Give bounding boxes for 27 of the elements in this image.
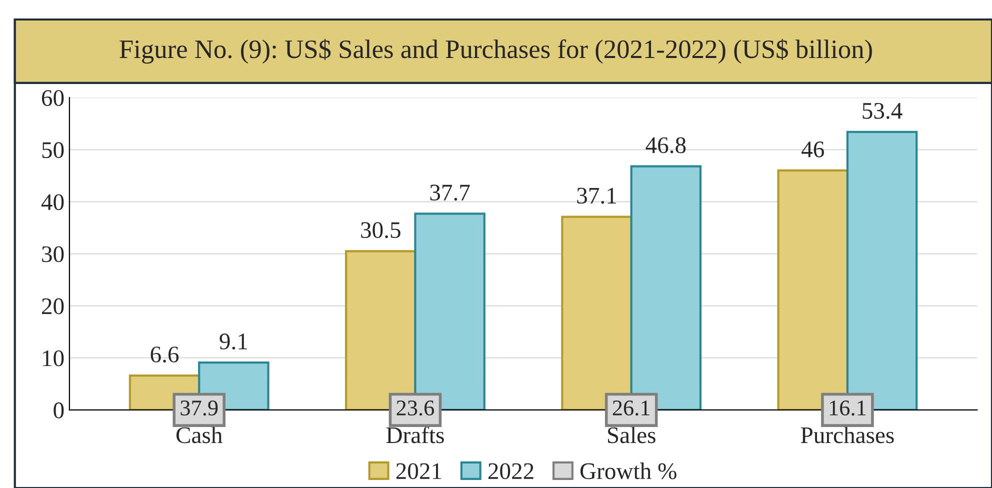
annotation: 26.1: [612, 400, 650, 416]
data-label: 30.5: [361, 222, 400, 238]
y-tick-label: 50: [42, 142, 64, 158]
data-label: 9.1: [220, 334, 248, 350]
annotation: 23.6: [396, 400, 434, 416]
chart-title: Figure No. (9): US$ Sales and Purchases for (2021-2022) (US$ billion): [120, 38, 872, 64]
annotation: 37.9: [180, 400, 218, 416]
legend-label: 2021: [396, 463, 442, 480]
data-label: 46: [802, 141, 824, 158]
x-tick-label: Cash: [176, 426, 222, 444]
y-tick-label: 30: [42, 246, 64, 262]
annotation: 16.1: [830, 400, 866, 416]
data-label: 46.8: [646, 137, 686, 154]
x-tick-label: Drafts: [386, 426, 444, 444]
y-tick-label: 0: [54, 402, 64, 418]
data-label: 6.6: [150, 346, 179, 363]
x-tick-label: Sales: [608, 426, 656, 444]
legend-label: Growth %: [580, 462, 676, 480]
y-tick-label: 60: [42, 90, 64, 106]
y-tick-label: 40: [41, 194, 64, 210]
y-tick-label: 10: [43, 350, 64, 366]
data-label: 37.1: [577, 188, 616, 204]
data-label: 37.7: [430, 184, 470, 201]
legend-label: 2022: [488, 463, 534, 480]
x-tick-label: Purchases: [800, 426, 894, 444]
y-tick-label: 20: [42, 298, 64, 314]
data-label: 53.4: [862, 102, 902, 119]
